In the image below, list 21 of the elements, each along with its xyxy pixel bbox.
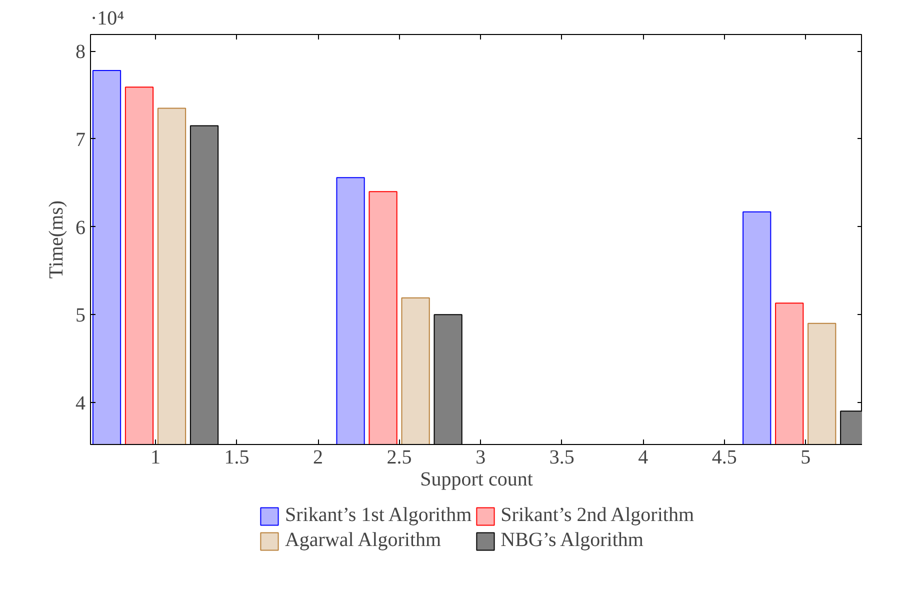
legend-label: NBG’s Algorithm xyxy=(500,529,644,552)
legend-label: Srikant’s 2nd Algorithm xyxy=(500,504,694,527)
x-tick-label: 5 xyxy=(800,446,811,468)
x-tick-label: 2.5 xyxy=(386,446,412,468)
y-tick-label: 5 xyxy=(76,304,86,327)
legend-label: Agarwal Algorithm xyxy=(284,529,442,552)
x-tick-label: 1.5 xyxy=(224,446,250,468)
text: ·10⁴ xyxy=(90,8,124,30)
y-tick-label: 8 xyxy=(76,41,86,64)
x-tick-label: 1 xyxy=(150,446,161,468)
x-axis-title: Support count xyxy=(420,468,534,490)
x-tick-label: 4 xyxy=(638,446,648,468)
x-tick-label: 3 xyxy=(476,446,486,468)
x-tick-label: 4.5 xyxy=(712,446,737,468)
y-tick-label: 7 xyxy=(76,128,86,151)
x-tick-label: 3.5 xyxy=(549,446,574,468)
x-tick-label: 2 xyxy=(313,446,324,468)
y-axis-title: Time(ms) xyxy=(46,200,68,279)
y-tick-label: 6 xyxy=(76,216,86,239)
legend-label: Srikant’s 1st Algorithm xyxy=(284,504,472,527)
y-tick-label: 4 xyxy=(76,392,86,414)
